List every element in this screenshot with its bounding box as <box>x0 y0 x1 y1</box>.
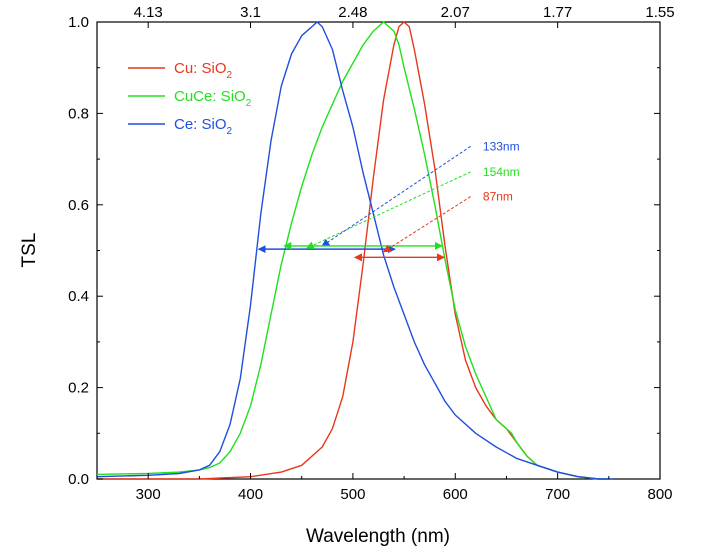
x-tick-label: 800 <box>647 486 672 503</box>
x-axis-title: Wavelength (nm) <box>306 526 450 547</box>
top-tick-label: 1.77 <box>543 4 572 21</box>
x-tick-label: 700 <box>545 486 570 503</box>
top-tick-label: 2.48 <box>338 4 367 21</box>
y-tick-label: 0.0 <box>68 471 89 488</box>
fwhm-label-0: 133nm <box>483 139 520 153</box>
series-layer <box>96 21 614 480</box>
x-tick-label: 400 <box>238 486 263 503</box>
top-tick-label: 1.55 <box>645 4 674 21</box>
axis-layer: 300 400 500 600 700 800 0.0 0.2 0.4 0.6 0.8 1.0 4.13… <box>68 4 674 503</box>
fwhm-label-2: 87nm <box>483 190 513 204</box>
y-tick-label: 0.2 <box>68 380 89 397</box>
top-tick-label: 4.13 <box>134 4 163 21</box>
pointer-line-2 <box>382 196 471 253</box>
y-tick-label: 0.6 <box>68 197 89 214</box>
legend-label-1: CuCe: SiO2 <box>174 88 252 109</box>
legend-label-0: Cu: SiO2 <box>174 60 233 81</box>
legend: Cu: SiO2 CuCe: SiO2 Ce: SiO2 <box>128 60 252 137</box>
annotation-layer: 133nm 154nm 87nm <box>257 139 520 262</box>
legend-label-2: Ce: SiO2 <box>174 116 233 137</box>
pointer-line-1 <box>305 171 471 249</box>
series-line-2 <box>96 21 614 480</box>
y-tick-label: 0.4 <box>68 288 89 305</box>
top-tick-label: 2.07 <box>441 4 470 21</box>
x-tick-label: 300 <box>136 486 161 503</box>
pointer-line-0 <box>321 145 471 247</box>
y-axis-title: TSL <box>19 233 40 268</box>
y-tick-label: 0.8 <box>68 105 89 122</box>
x-tick-label: 500 <box>340 486 365 503</box>
series-line-1 <box>96 21 609 480</box>
top-tick-label: 3.1 <box>240 4 261 21</box>
fwhm-label-1: 154nm <box>483 165 520 179</box>
y-tick-label: 1.0 <box>68 14 89 31</box>
x-tick-label: 600 <box>443 486 468 503</box>
